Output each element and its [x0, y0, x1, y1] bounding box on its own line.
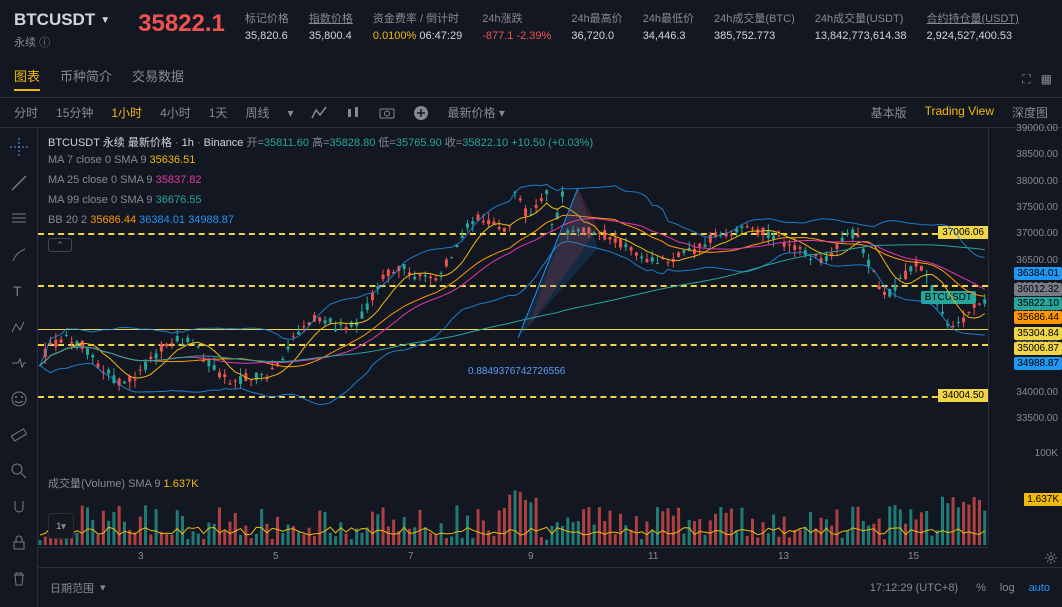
- price-tag: 36012.32: [1014, 283, 1062, 296]
- volume-label: 成交量(Volume) SMA 9 1.637K: [48, 475, 998, 491]
- tf-分时[interactable]: 分时: [14, 104, 38, 121]
- stat-item: 24h最高价36,720.0: [571, 10, 622, 42]
- axis-settings-icon[interactable]: [1044, 551, 1058, 565]
- trash-icon[interactable]: [8, 568, 30, 590]
- brush-icon[interactable]: [8, 244, 30, 266]
- magnet-icon[interactable]: [8, 496, 30, 518]
- text-icon[interactable]: T: [8, 280, 30, 302]
- zoom-icon[interactable]: [8, 460, 30, 482]
- auto-toggle[interactable]: auto: [1029, 582, 1050, 594]
- drawing-tools: T: [0, 128, 38, 607]
- symbol: BTCUSDT: [14, 10, 95, 30]
- percent-toggle[interactable]: %: [976, 582, 986, 594]
- ruler-icon[interactable]: [8, 424, 30, 446]
- chevron-down-icon[interactable]: ▾: [100, 581, 106, 594]
- price-tag: 34988.87: [1014, 357, 1062, 370]
- chevron-down-icon: ▼: [100, 15, 110, 26]
- tf-15分钟[interactable]: 15分钟: [56, 104, 93, 121]
- tf-1天[interactable]: 1天: [209, 104, 228, 121]
- candlestick-chart: [38, 128, 988, 418]
- stat-item: 指数价格35,800.4: [309, 10, 353, 42]
- price-tag: 36384.01: [1014, 267, 1062, 280]
- emoji-icon[interactable]: [8, 388, 30, 410]
- indicator-ma25: MA 25 close 0 SMA 9 35837.82: [48, 174, 202, 186]
- chart-toolbar: 分时 15分钟 1小时 4小时 1天周线 ▾ 最新价格 ▾ 基本版 Trading Vie…: [0, 98, 1062, 128]
- info-icon: ⓘ: [39, 37, 50, 49]
- chart-title: BTCUSDT 永续 最新价格 · 1h · Binance 开=35811.6…: [48, 134, 593, 150]
- camera-icon[interactable]: [379, 105, 395, 121]
- indicator-bb: BB 20 2 35686.44 36384.01 34988.87: [48, 214, 234, 226]
- tf-1小时[interactable]: 1小时: [111, 104, 142, 121]
- forecast-icon[interactable]: [8, 352, 30, 374]
- stat-item: 24h涨跌-877.1 -2.39%: [482, 10, 551, 42]
- fullscreen-icon[interactable]: ⛶: [1022, 72, 1030, 87]
- view-0[interactable]: 基本版: [871, 104, 907, 121]
- price-axis[interactable]: 39000.0038500.0038000.0037500.0037000.00…: [988, 128, 1062, 545]
- price-tag: 35686.44: [1014, 311, 1062, 324]
- clock-time: 17:12:29 (UTC+8): [870, 582, 958, 594]
- stat-item: 24h成交量(BTC)385,752.773: [714, 10, 795, 42]
- symbol-block[interactable]: BTCUSDT ▼ 永续 ⓘ: [14, 10, 110, 50]
- pattern-icon[interactable]: [8, 316, 30, 338]
- svg-text:T: T: [13, 283, 22, 299]
- fib-icon[interactable]: [8, 208, 30, 230]
- view-1[interactable]: Trading View: [925, 104, 994, 121]
- chevron-down-icon[interactable]: ▾: [287, 106, 293, 120]
- tab-1[interactable]: 币种简介: [60, 62, 112, 91]
- time-axis[interactable]: 3579111315: [38, 547, 988, 567]
- candles-icon[interactable]: [345, 105, 361, 121]
- stat-item: 合约持仓量(USDT)2,924,527,400.53: [927, 10, 1019, 42]
- volume-pane: 成交量(Volume) SMA 9 1.637K: [38, 475, 988, 545]
- stat-item: 24h成交量(USDT)13,842,773,614.38: [815, 10, 907, 42]
- grid-icon[interactable]: ▦: [1041, 72, 1052, 87]
- section-tabs: 图表币种简介交易数据: [0, 56, 1062, 98]
- date-range-button[interactable]: 日期范围: [50, 580, 94, 596]
- indicator-icon[interactable]: [311, 105, 327, 121]
- price-tag: 35822.10: [1014, 297, 1062, 310]
- stat-item: 标记价格35,820.6: [245, 10, 289, 42]
- log-toggle[interactable]: log: [1000, 582, 1015, 594]
- tf-周线[interactable]: 周线: [245, 104, 269, 121]
- chart-area[interactable]: BTCUSDT 永续 最新价格 · 1h · Binance 开=35811.6…: [38, 128, 1062, 607]
- tf-4小时[interactable]: 4小时: [160, 104, 191, 121]
- stat-item: 24h最低价34,446.3: [643, 10, 694, 42]
- indicator-ma7: MA 7 close 0 SMA 9 35636.51: [48, 154, 195, 166]
- contract-type: 永续: [14, 37, 36, 49]
- stat-item: 资金费率 / 倒计时0.0100% 06:47:29: [373, 10, 462, 42]
- indicator-ma99: MA 99 close 0 SMA 9 36676.55: [48, 194, 202, 206]
- view-2[interactable]: 深度图: [1012, 104, 1048, 121]
- price-tag: 35304.84: [1014, 327, 1062, 340]
- tab-2[interactable]: 交易数据: [132, 62, 184, 91]
- stats-row: 标记价格35,820.6 指数价格35,800.4 资金费率 / 倒计时0.0100…: [245, 10, 1019, 42]
- price-tag: 35006.87: [1014, 342, 1062, 355]
- plus-circle-icon[interactable]: [413, 105, 429, 121]
- tradingview-logo[interactable]: 1▾: [48, 513, 74, 539]
- market-header: BTCUSDT ▼ 永续 ⓘ 35822.1 标记价格35,820.6 指数价格35…: [0, 0, 1062, 56]
- chart-footer: 日期范围 ▾ 17:12:29 (UTC+8) % log auto: [38, 567, 1062, 607]
- crosshair-icon[interactable]: [8, 136, 30, 158]
- price-type-dropdown[interactable]: 最新价格 ▾: [447, 104, 504, 121]
- trendline-icon[interactable]: [8, 172, 30, 194]
- lock-icon[interactable]: [8, 532, 30, 554]
- tab-0[interactable]: 图表: [14, 62, 40, 91]
- last-price: 35822.1: [138, 10, 225, 38]
